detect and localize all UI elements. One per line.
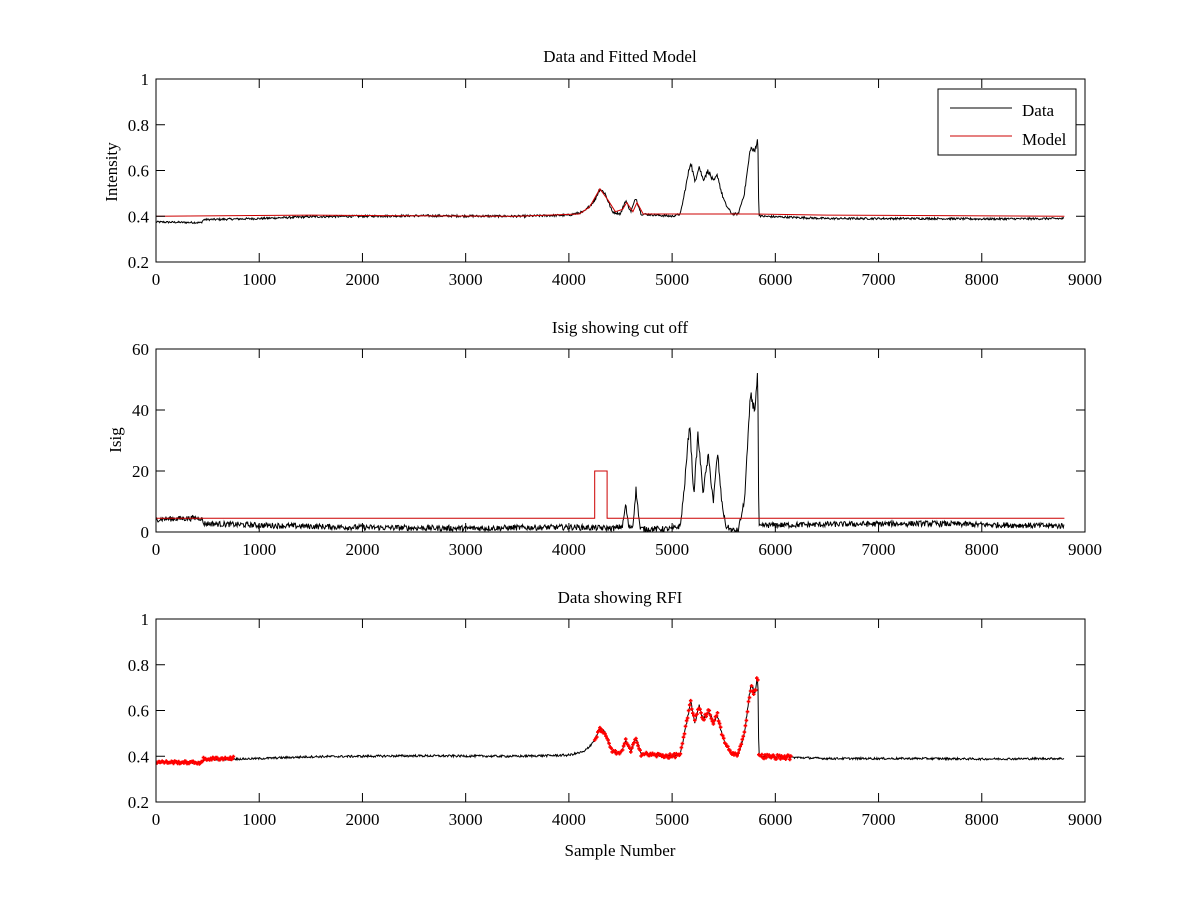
series-group — [156, 372, 1065, 532]
x-tick-label: 6000 — [758, 270, 792, 289]
series-cut-off-line — [156, 470, 1065, 519]
y-axis-label: Intensity — [102, 142, 121, 202]
x-tick-label: 5000 — [655, 270, 689, 289]
y-tick-label: 0.2 — [128, 253, 149, 272]
legend-label-model: Model — [1022, 130, 1067, 149]
x-tick-label: 0 — [152, 540, 161, 559]
panel-data-showing-rfi: Data showing RFI 0 1000 2000 3000 4000 5000 60… — [128, 588, 1102, 860]
x-tick-label: 9000 — [1068, 810, 1102, 829]
x-tick-label: 1000 — [242, 540, 276, 559]
y-tick-label: 0.2 — [128, 793, 149, 812]
x-tick-label: 2000 — [345, 270, 379, 289]
x-tick-label: 7000 — [862, 270, 896, 289]
panel-title: Data showing RFI — [558, 588, 683, 607]
y-tick-label: 1 — [141, 610, 150, 629]
x-tick-label: 2000 — [345, 540, 379, 559]
y-tick-label: 1 — [141, 70, 150, 89]
panel-title: Isig showing cut off — [552, 318, 688, 337]
x-tick-label: 8000 — [965, 270, 999, 289]
x-tick-label: 2000 — [345, 810, 379, 829]
y-tick-label: 0.8 — [128, 116, 149, 135]
plot-area: 0 1000 2000 3000 4000 5000 6000 7000 8000 9000 0.2… — [128, 70, 1102, 289]
series-data-line — [156, 139, 1065, 225]
panel-isig-showing-cut-off: Isig showing cut off Isig 0 1000 2000 3000 4… — [106, 318, 1102, 559]
x-tick-label: 1000 — [242, 810, 276, 829]
x-tick-label: 9000 — [1068, 270, 1102, 289]
y-tick-label: 0 — [141, 523, 150, 542]
series-group — [156, 676, 1065, 766]
y-tick-label: 0.6 — [128, 702, 149, 721]
x-tick-label: 4000 — [552, 540, 586, 559]
x-tick-label: 6000 — [758, 810, 792, 829]
y-tick-label: 0.4 — [128, 747, 150, 766]
legend-box — [937, 88, 1077, 156]
legend-label-data: Data — [1022, 101, 1055, 120]
rfi-markers — [592, 676, 793, 762]
plot-area: 0 1000 2000 3000 4000 5000 6000 7000 8000 9000 0.2… — [128, 610, 1102, 829]
y-tick-label: 60 — [132, 340, 149, 359]
panel-data-and-fitted-model: Data and Fitted Model Intensity 0 1000 200… — [102, 47, 1102, 289]
y-tick-label: 0.4 — [128, 207, 150, 226]
x-tick-label: 7000 — [862, 810, 896, 829]
y-tick-label: 40 — [132, 401, 149, 420]
axes-frame — [155, 348, 1086, 533]
y-axis-label: Isig — [106, 427, 125, 453]
rfi-markers — [156, 754, 236, 766]
x-tick-label: 1000 — [242, 270, 276, 289]
x-tick-label: 3000 — [449, 540, 483, 559]
x-tick-label: 0 — [152, 270, 161, 289]
series-rfi-flagged — [156, 676, 793, 766]
x-tick-label: 8000 — [965, 540, 999, 559]
legend: Data Model — [937, 88, 1077, 156]
y-tick-label: 0.6 — [128, 162, 149, 181]
x-tick-label: 3000 — [449, 810, 483, 829]
series-isig-line — [156, 372, 1065, 532]
x-tick-label: 8000 — [965, 810, 999, 829]
series-model-line — [156, 187, 1065, 217]
y-tick-label: 20 — [132, 462, 149, 481]
plot-area: 0 1000 2000 3000 4000 5000 6000 7000 8000 9000 0 20… — [132, 340, 1102, 559]
series-group — [156, 139, 1065, 225]
x-tick-label: 7000 — [862, 540, 896, 559]
x-tick-label: 4000 — [552, 810, 586, 829]
x-tick-label: 3000 — [449, 270, 483, 289]
x-tick-label: 9000 — [1068, 540, 1102, 559]
x-tick-label: 5000 — [655, 540, 689, 559]
x-tick-label: 5000 — [655, 810, 689, 829]
panel-title: Data and Fitted Model — [543, 47, 697, 66]
y-tick-label: 0.8 — [128, 656, 149, 675]
x-axis-label: Sample Number — [565, 841, 676, 860]
x-tick-label: 0 — [152, 810, 161, 829]
x-tick-label: 4000 — [552, 270, 586, 289]
x-tick-label: 6000 — [758, 540, 792, 559]
